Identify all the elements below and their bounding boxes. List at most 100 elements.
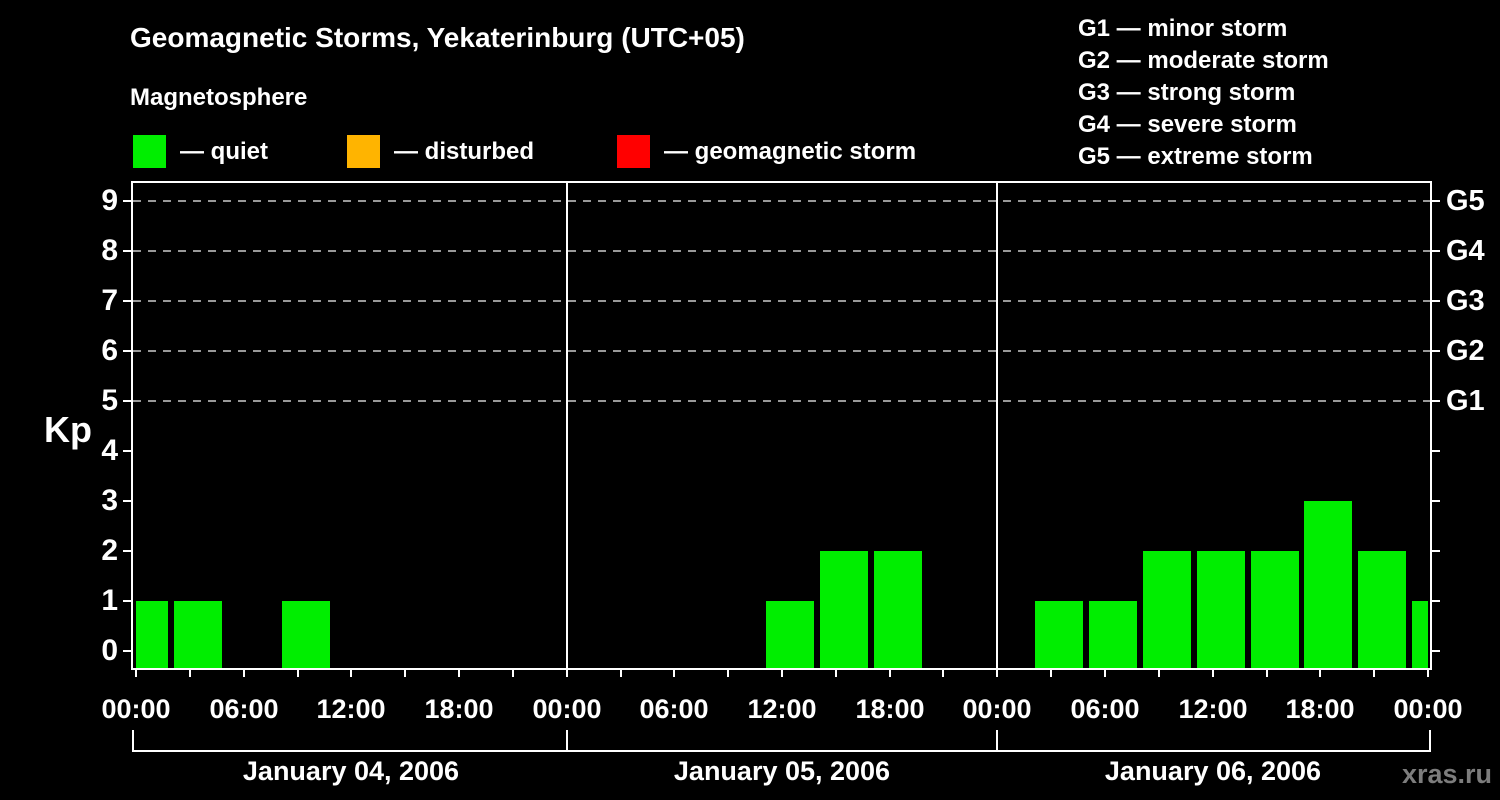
g-scale-legend: G1 — minor storm G2 — moderate storm G3 … [1078,13,1329,173]
legend-item-quiet: — quiet [133,135,268,168]
x-tick-label: 00:00 [532,694,602,724]
kp-bar [1035,601,1083,668]
date-label: January 05, 2006 [673,756,891,786]
storm-color-swatch [617,135,650,168]
x-tick [673,669,675,677]
y-tick [123,250,131,252]
y-tick-right [1432,350,1440,352]
date-label: January 04, 2006 [242,756,460,786]
y-tick [123,300,131,302]
g-axis-label: G1 [1446,385,1485,417]
y-axis-tick-label: 9 [101,184,118,217]
grid-line [133,200,1430,202]
g-scale-legend-line: G1 — minor storm [1078,15,1288,42]
y-tick-right [1432,300,1440,302]
x-tick-label: 00:00 [1393,694,1463,724]
x-tick [1319,669,1321,677]
x-tick [620,669,622,677]
y-axis-tick-label: 1 [101,584,118,617]
watermark: xras.ru [1401,759,1492,789]
kp-bar [1358,551,1406,668]
x-tick [1104,669,1106,677]
grid-line [133,300,1430,302]
chart-subtitle: Magnetosphere [130,84,308,111]
x-tick [297,669,299,677]
y-tick-right [1432,650,1440,652]
kp-bar [1143,551,1191,668]
x-tick-label: 00:00 [962,694,1032,724]
x-tick-label: 06:00 [1070,694,1140,724]
legend-item-disturbed: — disturbed [347,135,534,168]
y-tick-right [1432,250,1440,252]
y-tick-right [1432,450,1440,452]
y-axis-tick-label: 8 [101,234,118,267]
g-scale-legend-line: G3 — strong storm [1078,79,1296,106]
y-tick [123,400,131,402]
x-tick-label: 18:00 [855,694,925,724]
kp-bar [820,551,868,668]
chart-title: Geomagnetic Storms, Yekaterinburg (UTC+0… [130,22,745,53]
y-tick [123,600,131,602]
date-bracket-tick [132,730,134,752]
x-tick [1373,669,1375,677]
kp-bar [136,601,168,668]
disturbed-color-swatch [347,135,380,168]
x-tick [512,669,514,677]
x-tick [1158,669,1160,677]
y-axis-title: Kp [44,409,92,450]
x-tick [566,669,568,677]
y-tick [123,350,131,352]
date-axis-line [132,750,1431,752]
g-axis-label: G4 [1446,235,1485,267]
kp-bar [1197,551,1245,668]
y-tick-right [1432,600,1440,602]
kp-bar [1251,551,1299,668]
y-tick [123,500,131,502]
x-tick [135,669,137,677]
x-tick [835,669,837,677]
x-tick [942,669,944,677]
x-tick [458,669,460,677]
kp-bar [174,601,222,668]
date-label: January 06, 2006 [1104,756,1322,786]
x-tick-label: 12:00 [316,694,386,724]
x-tick-label: 18:00 [424,694,494,724]
x-tick-label: 06:00 [639,694,709,724]
g-scale-legend-line: G4 — severe storm [1078,111,1297,138]
y-tick [123,550,131,552]
x-tick [189,669,191,677]
kp-bar [1304,501,1352,668]
x-tick-label: 18:00 [1285,694,1355,724]
legend-label-disturbed: — disturbed [394,137,535,165]
x-tick-label: 12:00 [747,694,817,724]
x-tick [243,669,245,677]
x-tick [727,669,729,677]
grid-line [133,250,1430,252]
x-tick [1050,669,1052,677]
plot-border [131,181,1432,670]
legend-label-storm: — geomagnetic storm [664,137,917,165]
kp-bar [766,601,814,668]
x-tick [781,669,783,677]
y-axis-tick-label: 7 [101,284,118,317]
g-axis-label: G3 [1446,285,1485,317]
y-tick [123,650,131,652]
x-tick [1212,669,1214,677]
y-tick-right [1432,400,1440,402]
y-tick-right [1432,200,1440,202]
y-axis-tick-label: 0 [101,634,118,667]
x-tick-label: 00:00 [101,694,171,724]
x-tick [889,669,891,677]
x-tick-label: 06:00 [209,694,279,724]
y-axis-tick-label: 4 [101,434,118,467]
date-bracket-tick [996,730,998,752]
y-tick-right [1432,550,1440,552]
g-axis-label: G5 [1446,185,1485,217]
x-tick-label: 12:00 [1178,694,1248,724]
kp-bar [874,551,922,668]
g-scale-legend-line: G2 — moderate storm [1078,47,1329,74]
y-tick [123,450,131,452]
x-tick [1427,669,1429,677]
g-scale-legend-line: G5 — extreme storm [1078,143,1313,170]
